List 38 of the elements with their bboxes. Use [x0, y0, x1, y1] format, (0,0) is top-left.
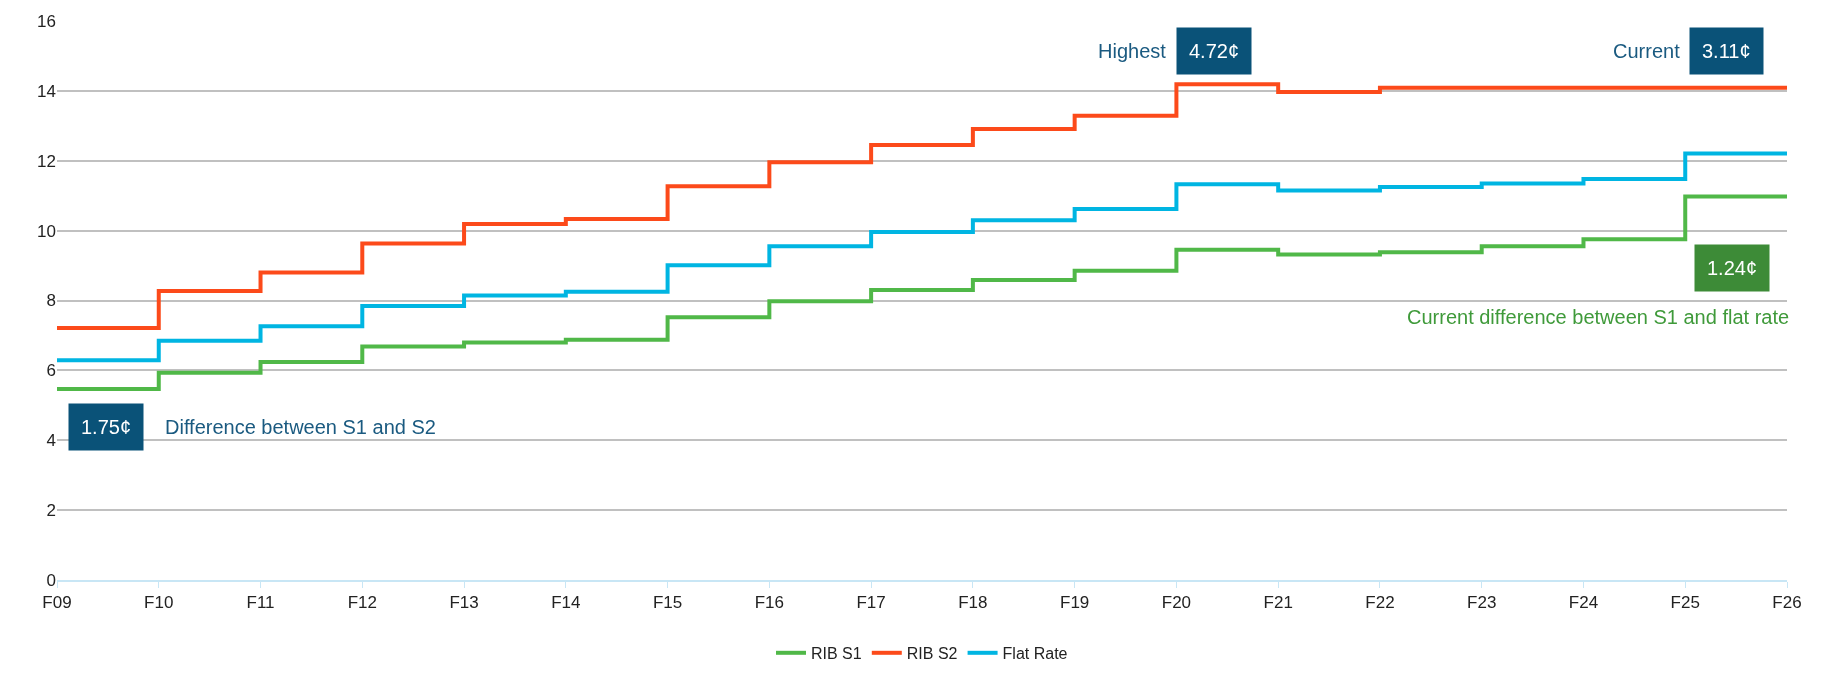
annotation: Highest: [1098, 40, 1167, 62]
x-tick-label: F13: [449, 593, 479, 613]
x-tick-label: F09: [42, 593, 72, 613]
x-tick-label: F25: [1670, 593, 1700, 613]
x-tick-label: F24: [1568, 593, 1599, 613]
y-tick-label: 4: [46, 431, 56, 451]
x-tick-label: F15: [652, 593, 683, 613]
annotation: 4.72¢: [1189, 40, 1240, 62]
annotation: 1.75¢: [81, 416, 132, 438]
legend-label: RIB S1: [811, 645, 862, 663]
legend-label: Flat Rate: [1002, 645, 1068, 663]
x-tick-label: F26: [1772, 593, 1802, 613]
x-tick-label: F10: [144, 593, 174, 613]
x-tick-label: F21: [1263, 593, 1293, 613]
y-tick-label: 16: [37, 11, 56, 31]
y-tick-label: 12: [37, 151, 56, 171]
y-tick-label: 8: [46, 291, 56, 311]
legend-label: RIB S2: [906, 645, 958, 663]
annotation: Current: [1613, 40, 1681, 62]
x-tick-label: F22: [1365, 593, 1395, 613]
x-tick-label: F23: [1467, 593, 1497, 613]
y-tick-label: 6: [46, 361, 56, 381]
x-tick-label: F16: [754, 593, 784, 613]
x-tick-label: F12: [347, 593, 377, 613]
x-tick-label: F20: [1161, 593, 1192, 613]
annotation: Current difference between S1 and flat rate: [1407, 306, 1790, 328]
x-tick-label: F19: [1060, 593, 1090, 613]
y-tick-label: 10: [37, 221, 56, 241]
x-tick-label: F11: [246, 593, 275, 613]
y-tick-label: 0: [46, 570, 56, 590]
annotation: Difference between S1 and S2: [165, 416, 436, 438]
y-tick-label: 14: [37, 81, 56, 101]
x-tick-label: F17: [856, 593, 886, 613]
x-tick-label: F18: [958, 593, 988, 613]
annotation: 1.24¢: [1707, 257, 1758, 279]
x-tick-label: F14: [551, 593, 581, 613]
annotation: 3.11¢: [1702, 40, 1751, 62]
y-tick-label: 2: [46, 501, 56, 521]
